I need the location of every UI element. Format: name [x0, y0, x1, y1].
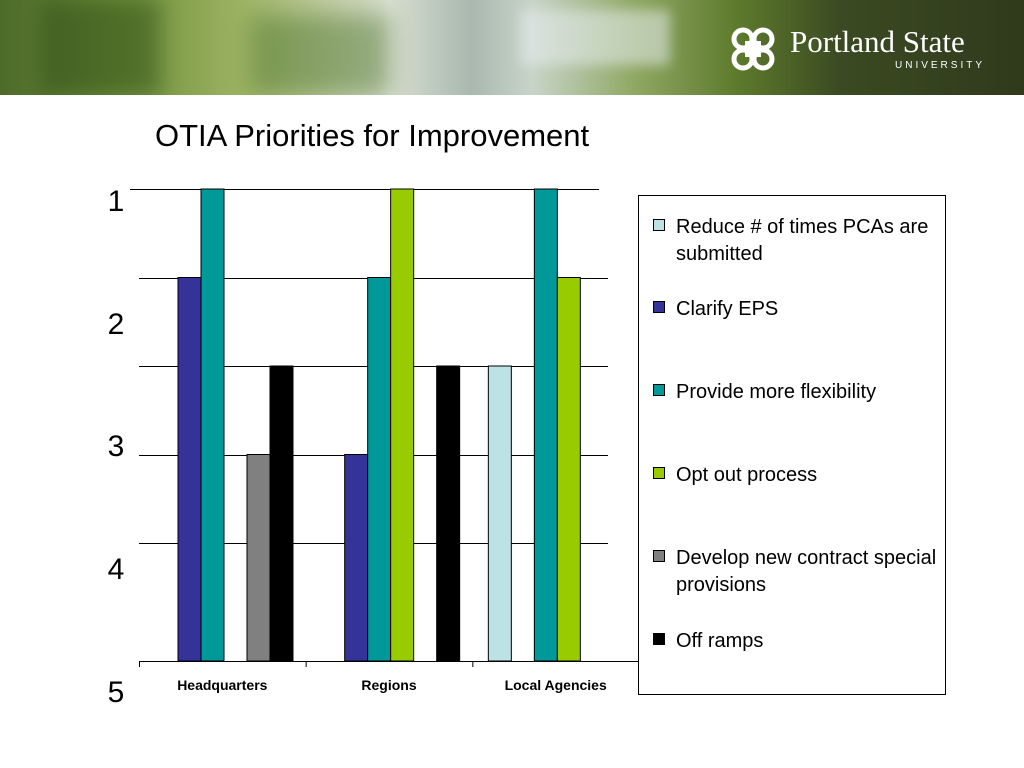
legend-swatch — [653, 384, 665, 396]
bar — [436, 365, 461, 662]
legend-swatch — [653, 467, 665, 479]
header-banner: Portland State UNIVERSITY — [0, 0, 1024, 95]
banner-photo-shadow — [40, 0, 160, 95]
x-tick-label: Regions — [361, 677, 416, 693]
y-tick-label: 5 — [108, 676, 125, 709]
bar — [487, 365, 512, 662]
bar — [556, 277, 581, 662]
y-tick-label: 1 — [108, 185, 125, 218]
x-tick-label: Headquarters — [177, 677, 267, 693]
bar — [246, 454, 271, 662]
legend-swatch — [653, 301, 665, 313]
legend-label: Provide more flexibility — [676, 381, 877, 403]
legend-swatch — [653, 550, 665, 562]
university-logo-icon — [731, 27, 775, 71]
legend-swatch — [653, 633, 665, 645]
bar — [344, 454, 369, 662]
bar — [367, 277, 392, 662]
legend-label: Opt out process — [676, 464, 818, 486]
chart-legend: Reduce # of times PCAs are submitted Clar… — [638, 195, 946, 695]
y-tick-label: 3 — [108, 430, 125, 463]
y-tick-label: 4 — [108, 553, 125, 586]
bar — [177, 277, 202, 662]
legend-label: Reduce # of times PCAs are submitted — [676, 216, 929, 265]
banner-photo-foliage — [250, 15, 390, 95]
bar — [390, 188, 415, 662]
university-name: Portland State — [790, 24, 965, 59]
legend-label: Develop new contract special provisions — [676, 547, 937, 596]
legend-label: Off ramps — [676, 630, 764, 652]
bar — [269, 365, 294, 662]
y-tick-label: 2 — [108, 308, 125, 341]
bar — [200, 188, 225, 662]
university-subtitle: UNIVERSITY — [895, 60, 986, 71]
legend-swatch — [653, 219, 665, 231]
banner-photo-highlight — [520, 10, 670, 65]
bar — [533, 188, 558, 662]
legend-label: Clarify EPS — [676, 298, 779, 320]
chart-title: OTIA Priorities for Improvement — [155, 118, 590, 153]
x-tick-label: Local Agencies — [505, 677, 607, 693]
